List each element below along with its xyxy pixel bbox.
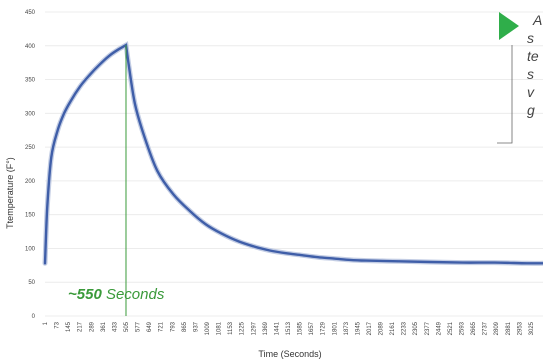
x-tick-labels: 1 73 145 217 289 361 433 505 577 649 721 793 865 937 1… (43, 321, 535, 335)
y-tick-label: 300 (25, 111, 36, 117)
x-tick-label: 865 (182, 321, 188, 332)
x-tick-label: 649 (147, 321, 153, 332)
x-tick-label: 361 (101, 321, 107, 332)
x-tick-label: 2953 (517, 321, 523, 335)
y-axis-label: Ttemperature (F°) (5, 157, 15, 229)
callout-marker-icon (499, 12, 519, 40)
callout-border (497, 45, 513, 144)
x-tick-label: 2161 (390, 321, 396, 335)
callout-line: s (527, 66, 534, 82)
x-tick-label: 3025 (529, 321, 535, 335)
x-tick-label: 217 (78, 321, 84, 332)
x-tick-label: 1801 (332, 321, 338, 335)
x-tick-label: 433 (112, 321, 118, 332)
x-tick-label: 1441 (274, 321, 280, 335)
callout-line: te (527, 48, 539, 64)
x-tick-label: 2737 (483, 321, 489, 335)
series-layer (42, 41, 543, 266)
peak-time-value: ~550 (68, 286, 102, 303)
y-tick-label: 50 (28, 280, 35, 286)
x-axis-label: Time (Seconds) (258, 349, 321, 359)
x-tick-label: 793 (170, 321, 176, 332)
x-tick-label: 2377 (425, 321, 431, 335)
x-tick-label: 2233 (402, 321, 408, 335)
x-tick-label: 2881 (506, 321, 512, 335)
x-tick-label: 1945 (355, 321, 361, 335)
callout-line: v (527, 84, 535, 100)
x-tick-label: 2665 (471, 321, 477, 335)
x-tick-label: 73 (55, 321, 61, 328)
y-tick-label: 150 (25, 213, 36, 219)
y-tick-label: 350 (25, 78, 36, 84)
callout-line: A (532, 12, 542, 28)
x-tick-label: 577 (136, 321, 142, 332)
callout-line: s (527, 30, 534, 46)
y-tick-label: 200 (25, 179, 36, 185)
x-tick-label: 2809 (494, 321, 500, 335)
x-tick-label: 1009 (205, 321, 211, 335)
x-tick-label: 1297 (251, 321, 257, 335)
x-tick-label: 1081 (217, 321, 223, 335)
x-tick-label: 289 (89, 321, 95, 332)
peak-time-label: ~550 Seconds (68, 286, 165, 303)
x-tick-label: 145 (66, 321, 72, 332)
x-tick-label: 505 (124, 321, 130, 332)
x-tick-label: 2593 (460, 321, 466, 335)
x-tick-label: 1585 (298, 321, 304, 335)
x-tick-label: 1657 (309, 321, 315, 335)
y-tick-labels: 0 50 100 150 200 250 300 350 400 450 (25, 10, 36, 320)
annotation-layer: ~550 Seconds (68, 45, 165, 316)
x-tick-label: 2017 (367, 321, 373, 335)
y-tick-label: 100 (25, 246, 36, 252)
x-tick-label: 937 (193, 321, 199, 332)
x-tick-label: 2449 (436, 321, 442, 335)
y-tick-label: 450 (25, 10, 36, 16)
gridlines (45, 11, 543, 317)
x-tick-label: 1225 (240, 321, 246, 335)
series-line (43, 43, 543, 265)
x-tick-label: 721 (159, 321, 165, 332)
x-tick-label: 1729 (321, 321, 327, 335)
x-tick-label: 1 (43, 321, 49, 325)
x-tick-label: 2089 (379, 321, 385, 335)
x-tick-label: 1873 (344, 321, 350, 335)
x-tick-label: 1369 (263, 321, 269, 335)
y-tick-label: 0 (32, 314, 36, 320)
x-tick-label: 2305 (413, 321, 419, 335)
y-tick-label: 250 (25, 145, 36, 151)
x-tick-label: 1153 (228, 321, 234, 335)
y-tick-label: 400 (25, 44, 36, 50)
peak-time-unit: Seconds (102, 286, 165, 303)
x-tick-label: 2521 (448, 321, 454, 335)
x-tick-label: 1513 (286, 321, 292, 335)
callout-line: g (527, 102, 535, 118)
